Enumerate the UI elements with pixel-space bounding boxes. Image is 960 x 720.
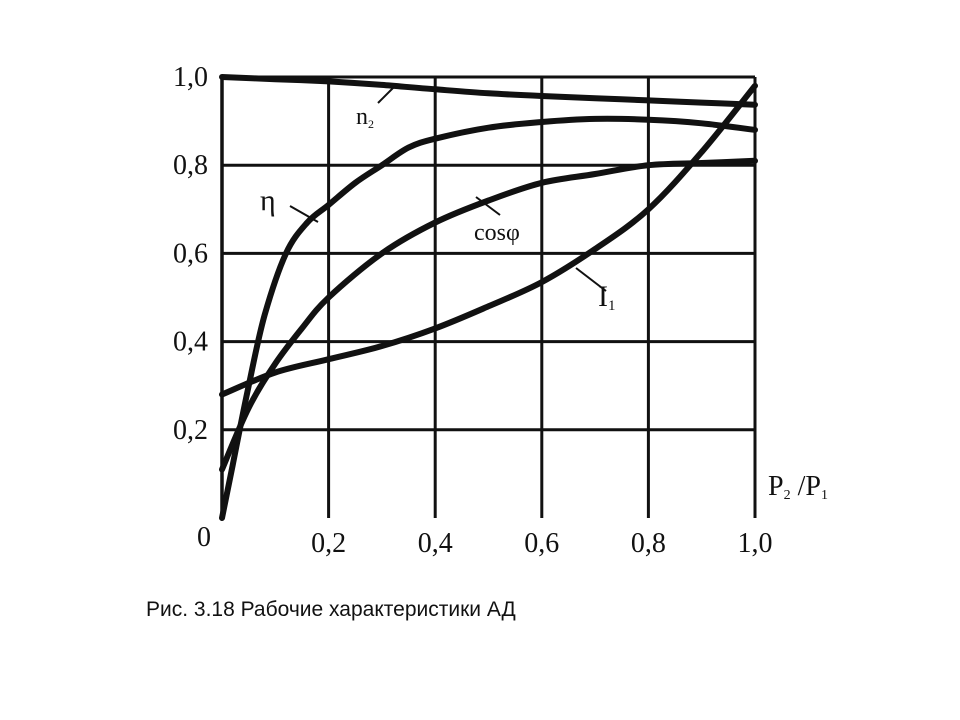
figure-caption: Рис. 3.18 Рабочие характеристики АД bbox=[146, 598, 516, 621]
series-label-subscript: 2 bbox=[368, 117, 374, 131]
series-label-eta: η bbox=[260, 184, 276, 217]
x-axis-label-subscript: 2 bbox=[784, 488, 791, 503]
series-labels: n2 η cosφ I1 bbox=[260, 104, 616, 314]
y-tick-label-3: 0,8 bbox=[173, 150, 208, 181]
chart-series bbox=[219, 74, 758, 521]
series-label-cosphi: cosφ bbox=[474, 220, 520, 246]
x-tick-label-1: 0,4 bbox=[418, 528, 453, 559]
series-label-main: cosφ bbox=[474, 220, 520, 246]
y-tick-label-0: 0,2 bbox=[173, 415, 208, 446]
series-label-n2: n2 bbox=[356, 104, 374, 131]
origin-label: 0 bbox=[197, 522, 211, 553]
x-axis-label-main: P bbox=[768, 471, 784, 502]
pointer-cosphi bbox=[475, 196, 501, 216]
x-axis-label-text: P2 /P1 bbox=[768, 471, 828, 503]
series-label-i1: I1 bbox=[598, 280, 616, 314]
x-axis-label-main: /P bbox=[791, 471, 821, 502]
series-label-subscript: 1 bbox=[608, 298, 616, 314]
y-tick-label-2: 0,6 bbox=[173, 238, 208, 269]
chart: 0,20,40,60,81,00,2 0,4 0,6 0,8 1,00 n2ηcosφI… bbox=[173, 62, 828, 559]
series-line-i1 bbox=[219, 82, 758, 398]
series-label-main: η bbox=[260, 184, 276, 217]
y-tick-label-1: 0,4 bbox=[173, 327, 208, 358]
series-line-n2 bbox=[219, 74, 758, 108]
series-label-main: I bbox=[598, 280, 608, 313]
series-label-main: n bbox=[356, 104, 368, 130]
label-pointers bbox=[289, 84, 607, 292]
x-tick-label-4: 1,0 bbox=[738, 528, 773, 559]
y-tick-label-4: 1,0 bbox=[173, 62, 208, 93]
pointer-i1 bbox=[575, 267, 607, 292]
series-line-eta bbox=[219, 115, 758, 521]
tick-labels: 0,2 0,4 0,6 0,8 1,0 0,2 0,4 0,6 0,8 1,0 0 bbox=[173, 62, 773, 559]
x-tick-label-2: 0,6 bbox=[524, 528, 559, 559]
plot-grid bbox=[220, 75, 757, 518]
x-axis-label: P2 /P1 bbox=[768, 471, 828, 503]
series-line-cosphi bbox=[219, 157, 758, 473]
x-tick-label-3: 0,8 bbox=[631, 528, 666, 559]
x-axis-label-subscript: 1 bbox=[821, 488, 828, 503]
pointer-n2 bbox=[377, 84, 397, 104]
x-tick-label-0: 0,2 bbox=[311, 528, 346, 559]
pointer-eta bbox=[289, 205, 319, 223]
